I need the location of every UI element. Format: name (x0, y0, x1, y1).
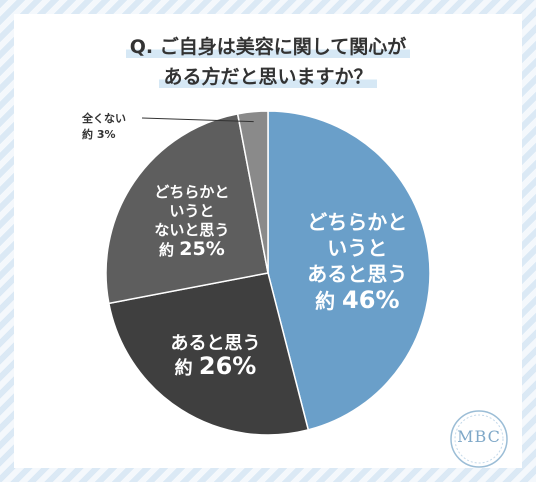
slice-value: 約 25% (154, 237, 229, 260)
value-unit: % (104, 128, 116, 141)
slice-label-line: どちらかと (154, 182, 230, 201)
value-number: 26 (198, 351, 233, 380)
slice-label-line: あると思う (307, 262, 408, 287)
slice-label-not-at-all: 全くない 約 3% (82, 111, 126, 143)
value-number: 46 (342, 286, 376, 315)
slice-label-line: ないと思う (154, 220, 230, 239)
value-unit: % (205, 237, 225, 260)
slice-label-line: いうと (327, 236, 388, 261)
value-prefix: 約 (174, 357, 193, 379)
value-unit: % (232, 351, 257, 380)
slice-label-line: いうと (169, 201, 215, 220)
slice-label-line: 全くない (82, 112, 126, 125)
slice-somewhat-yes (267, 110, 431, 431)
value-unit: % (375, 286, 400, 315)
slice-label-yes: あると思う 約 26% (170, 332, 260, 380)
slice-label-line: どちらかと (307, 210, 408, 235)
value-prefix: 約 (82, 128, 93, 141)
pie-slices (105, 110, 431, 436)
slice-label-line: あると思う (170, 332, 261, 354)
logo-text: MBC (457, 427, 501, 446)
slice-value: 約 26% (170, 351, 260, 380)
slice-value: 約 46% (307, 287, 407, 314)
chart-title: Q. ご自身は美容に関して関心が ある方だと思いますか？ (0, 32, 536, 92)
title-line-1: Q. ご自身は美容に関して関心が (125, 36, 411, 58)
title-line-2: ある方だと思いますか？ (159, 66, 377, 88)
value-number: 3 (96, 128, 105, 141)
slice-somewhat-no (105, 112, 269, 305)
slice-label-somewhat-no: どちらかと いうと ないと思う 約 25% (154, 183, 229, 260)
leader-line (141, 117, 254, 123)
value-prefix: 約 (315, 289, 336, 314)
slice-not-at-all (236, 110, 269, 274)
value-number: 25 (179, 237, 206, 260)
mbc-logo-icon (450, 410, 508, 468)
value-prefix: 約 (159, 240, 175, 259)
slice-label-somewhat-yes: どちらかと いうと あると思う 約 46% (307, 209, 407, 314)
slice-yes (107, 272, 310, 436)
